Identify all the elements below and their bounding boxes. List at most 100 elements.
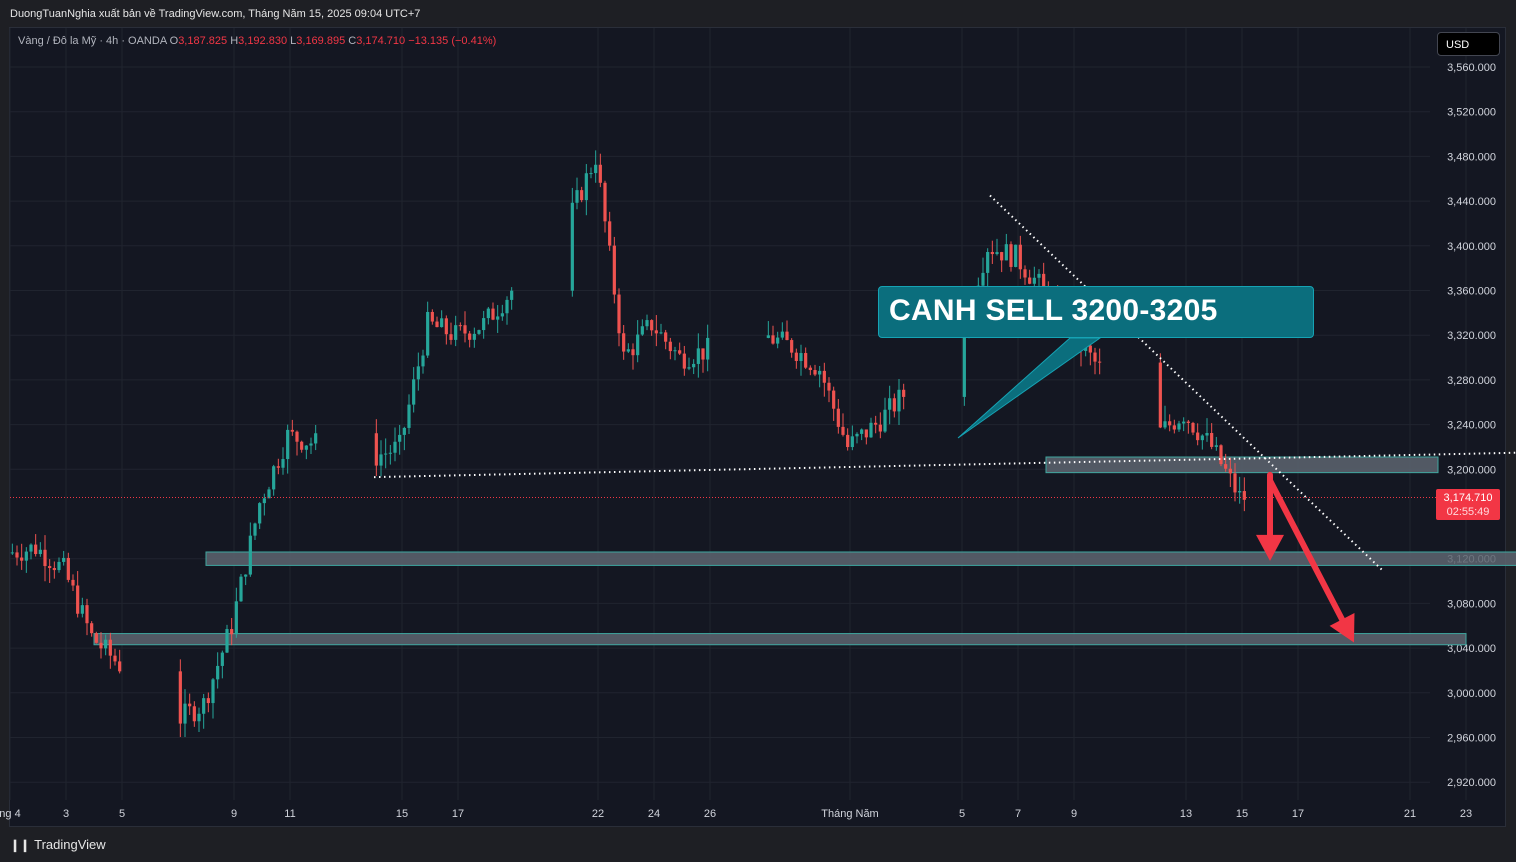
candle-body[interactable] — [869, 422, 873, 438]
candle-body[interactable] — [430, 311, 434, 322]
candle-body[interactable] — [888, 398, 892, 410]
candle-body[interactable] — [1238, 491, 1242, 493]
candle-body[interactable] — [225, 629, 229, 653]
candle-body[interactable] — [766, 335, 770, 338]
sell-arrow-head[interactable] — [1256, 534, 1284, 561]
candle-body[interactable] — [804, 353, 808, 368]
candle-body[interactable] — [1163, 421, 1167, 428]
candle-body[interactable] — [1168, 421, 1172, 426]
candle-body[interactable] — [827, 382, 831, 391]
candle-body[interactable] — [253, 523, 257, 536]
candle-body[interactable] — [192, 706, 196, 722]
candle-body[interactable] — [234, 601, 238, 635]
candle-body[interactable] — [1214, 445, 1218, 447]
candle-body[interactable] — [640, 326, 644, 335]
sell-arrow-head[interactable] — [1329, 612, 1355, 643]
price-zone[interactable] — [1045, 456, 1439, 474]
candle-body[interactable] — [902, 389, 906, 397]
candle-body[interactable] — [650, 320, 654, 331]
candle-body[interactable] — [412, 379, 416, 405]
candle-body[interactable] — [220, 652, 224, 666]
candle-body[interactable] — [678, 350, 682, 354]
candle-body[interactable] — [99, 642, 103, 649]
candle-body[interactable] — [402, 427, 406, 435]
candle-body[interactable] — [435, 321, 439, 328]
candle-body[interactable] — [230, 629, 234, 635]
candle-body[interactable] — [1186, 421, 1190, 423]
candle-body[interactable] — [771, 335, 775, 344]
candle-body[interactable] — [34, 544, 38, 555]
candle-body[interactable] — [897, 389, 901, 412]
candle-body[interactable] — [309, 443, 313, 446]
candle-body[interactable] — [1233, 473, 1237, 493]
candle-body[interactable] — [262, 498, 266, 504]
candle-body[interactable] — [575, 190, 579, 203]
candle-body[interactable] — [118, 661, 122, 672]
candle-body[interactable] — [603, 182, 607, 222]
candle-body[interactable] — [216, 665, 220, 680]
candle-body[interactable] — [589, 173, 593, 175]
candle-body[interactable] — [682, 353, 686, 369]
candle-body[interactable] — [785, 331, 789, 341]
candle-body[interactable] — [883, 409, 887, 432]
candle-body[interactable] — [962, 328, 966, 397]
candle-body[interactable] — [388, 452, 392, 454]
candle-body[interactable] — [505, 299, 509, 314]
candle-body[interactable] — [463, 325, 467, 334]
currency-selector[interactable]: USD — [1437, 32, 1500, 56]
candle-body[interactable] — [874, 422, 878, 425]
candle-body[interactable] — [71, 579, 75, 586]
candle-body[interactable] — [1093, 352, 1097, 362]
candle-body[interactable] — [295, 431, 299, 442]
candle-body[interactable] — [38, 549, 42, 555]
candle-body[interactable] — [500, 313, 504, 317]
candle-body[interactable] — [1088, 345, 1092, 353]
candle-body[interactable] — [15, 552, 19, 558]
candle-body[interactable] — [29, 544, 33, 552]
candle-body[interactable] — [314, 433, 318, 444]
candle-body[interactable] — [384, 453, 388, 455]
candle-body[interactable] — [272, 466, 276, 490]
candle-body[interactable] — [636, 334, 640, 356]
candle-body[interactable] — [90, 623, 94, 634]
candle-body[interactable] — [188, 703, 192, 707]
symbol-name[interactable]: Vàng / Đô la Mỹ · 4h · OANDA — [18, 35, 167, 47]
candle-body[interactable] — [570, 202, 574, 291]
candle-body[interactable] — [426, 311, 430, 356]
candle-body[interactable] — [850, 436, 854, 448]
candle-body[interactable] — [440, 318, 444, 328]
candle-body[interactable] — [799, 353, 803, 361]
candle-body[interactable] — [706, 337, 710, 360]
candle-body[interactable] — [664, 332, 668, 342]
candle-body[interactable] — [48, 566, 52, 569]
candle-body[interactable] — [486, 308, 490, 319]
candle-body[interactable] — [818, 370, 822, 375]
candle-body[interactable] — [183, 703, 187, 724]
trend-line-dotted[interactable] — [989, 194, 1383, 571]
candle-body[interactable] — [1000, 252, 1004, 261]
candle-body[interactable] — [449, 334, 453, 340]
candle-body[interactable] — [981, 272, 985, 286]
candle-body[interactable] — [94, 633, 98, 643]
candle-body[interactable] — [1205, 432, 1209, 436]
candle-body[interactable] — [178, 671, 182, 724]
candle-body[interactable] — [80, 605, 84, 614]
candle-body[interactable] — [491, 308, 495, 320]
candle-body[interactable] — [1182, 421, 1186, 424]
candle-body[interactable] — [668, 341, 672, 352]
symbol-legend[interactable]: Vàng / Đô la Mỹ · 4h · OANDA O3,187.825 … — [18, 35, 496, 47]
candle-body[interactable] — [622, 333, 626, 352]
candle-body[interactable] — [1004, 244, 1008, 261]
candle-body[interactable] — [1042, 273, 1046, 287]
candle-body[interactable] — [1177, 423, 1181, 430]
candle-body[interactable] — [1191, 422, 1195, 433]
candle-body[interactable] — [584, 173, 588, 201]
candle-body[interactable] — [286, 429, 290, 460]
candle-body[interactable] — [10, 552, 14, 554]
candle-body[interactable] — [1242, 491, 1246, 500]
chart-frame[interactable] — [9, 27, 1506, 827]
candle-body[interactable] — [393, 441, 397, 453]
candle-body[interactable] — [1158, 362, 1162, 428]
candle-body[interactable] — [379, 454, 383, 466]
